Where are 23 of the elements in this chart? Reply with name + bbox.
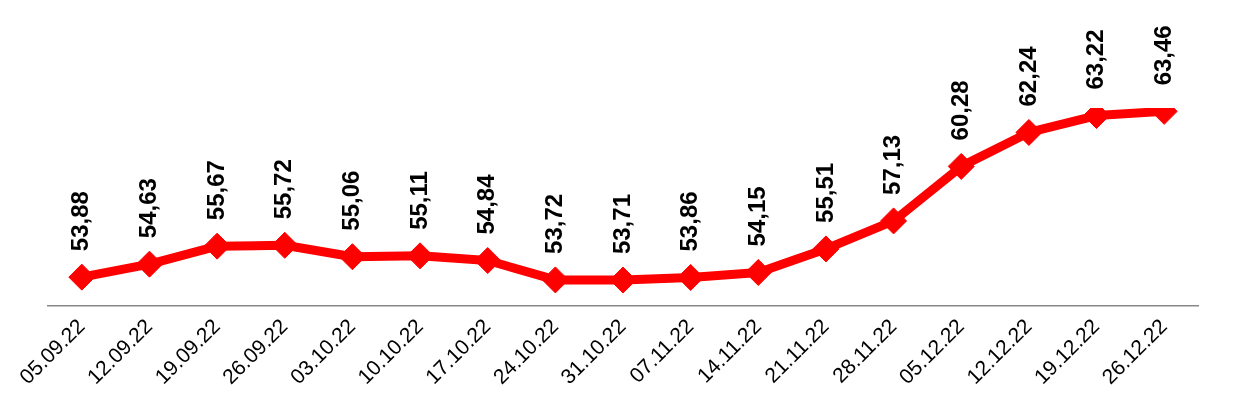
data-label: 54,15 — [742, 186, 770, 247]
data-label: 53,88 — [66, 191, 94, 252]
data-label: 57,13 — [878, 134, 906, 195]
data-label: 55,06 — [337, 170, 365, 231]
data-label: 53,72 — [539, 193, 567, 254]
point — [135, 250, 163, 278]
data-label: 63,22 — [1081, 29, 1109, 90]
data-label: 53,71 — [607, 194, 635, 255]
point — [880, 207, 908, 235]
point — [947, 152, 975, 180]
point — [1015, 118, 1043, 146]
data-label: 55,67 — [201, 160, 229, 221]
point — [68, 263, 96, 291]
data-label: 55,72 — [269, 159, 297, 220]
data-label: 62,24 — [1013, 45, 1041, 107]
data-label: 55,11 — [404, 171, 432, 230]
data-label: 60,28 — [945, 80, 973, 141]
data-label: 63,46 — [1148, 25, 1176, 86]
point — [812, 235, 840, 263]
data-label: 54,84 — [472, 173, 500, 235]
data-label: 53,86 — [675, 191, 703, 252]
data-label: 55,51 — [810, 162, 838, 223]
data-label: 54,63 — [134, 178, 162, 239]
